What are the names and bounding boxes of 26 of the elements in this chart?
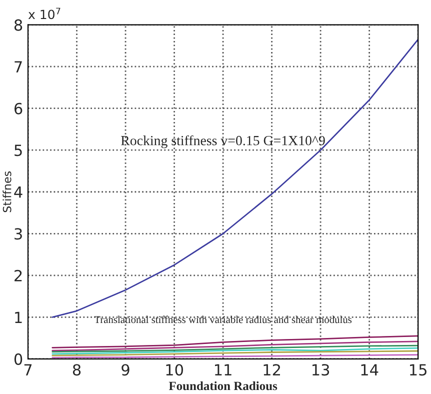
x-tick-label: 14 [361,364,378,376]
x-tick-label: 9 [122,364,130,376]
y-tick-label: 8 [14,19,22,31]
y-tick-label: 3 [14,228,22,240]
x-tick-label: 7 [24,364,32,376]
x-tick-label: 13 [312,364,330,376]
x-tick-label: 10 [166,364,183,376]
annotation: Rocking stiffness v=0.15 G=1X10^9 [121,135,325,148]
x-tick-label: 12 [264,364,280,376]
y-tick-label: 6 [14,102,22,114]
x-tick-label: 15 [410,364,426,376]
line-series [52,340,418,352]
y-tick-label: 0 [14,353,22,365]
x-tick-label: 8 [72,364,81,376]
y-tick-label: 2 [14,270,22,282]
x-tick-label: 11 [215,364,232,376]
annotation: Translational stiffness with variable radius and shear modulus [94,316,352,324]
y-tick-label: 7 [14,61,22,72]
line-series [52,344,418,353]
y-tick-label: 5 [14,144,22,156]
x-axis-title: Foundation Radious [168,381,278,390]
text: x 10$^{7}$ [28,8,60,20]
y-tick-label: 1 [15,312,22,323]
y-axis-title: Stiffnes [2,171,12,212]
y-tick-label: 4 [14,186,22,198]
line-series [52,335,418,348]
